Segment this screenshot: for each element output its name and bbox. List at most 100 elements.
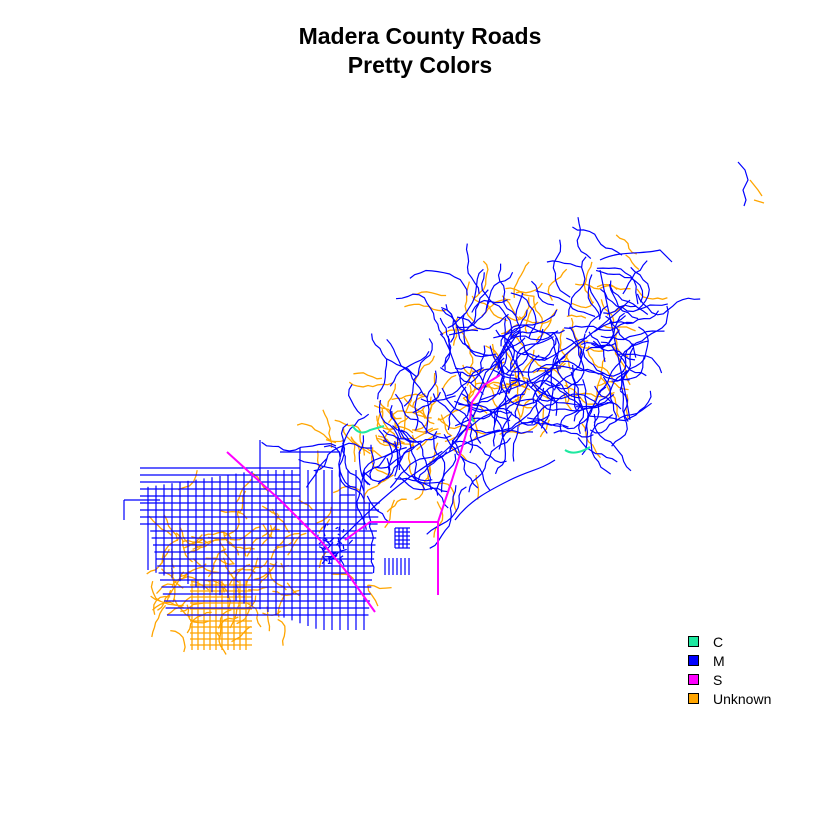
m-road-segment <box>530 379 583 411</box>
m-road-segment <box>636 293 701 316</box>
m-road-segment <box>470 345 486 384</box>
unknown-road-segment <box>367 584 379 607</box>
legend-item-s: S <box>688 670 771 689</box>
m-road-segment <box>737 161 749 207</box>
m-road-segment <box>588 331 606 363</box>
m-road-segment <box>535 290 596 318</box>
m-road-segment <box>593 315 626 333</box>
map-title-line-2: Pretty Colors <box>347 52 493 78</box>
unknown-road-segment <box>151 604 167 638</box>
m-road-segment <box>593 413 632 472</box>
unknown-road-segment <box>186 540 214 555</box>
unknown-road-segment <box>515 282 543 294</box>
unknown-road-segment <box>411 395 427 408</box>
unknown-road-segment <box>222 530 240 556</box>
m-road-segment <box>552 239 571 298</box>
m-road-segment <box>377 359 388 400</box>
unknown-road-segment <box>400 428 439 440</box>
m-road-segment <box>339 557 345 566</box>
m-road-segment <box>435 453 457 496</box>
unknown-road-segment <box>180 602 204 613</box>
unknown-road-segment <box>462 364 477 403</box>
unknown-road-segment <box>234 478 253 505</box>
m-road-segment <box>342 544 345 550</box>
m-road-segment <box>620 347 634 422</box>
unknown-road-segment <box>433 501 444 538</box>
m-road-segment <box>505 339 548 360</box>
m-road-segment <box>395 293 444 336</box>
m-road-segment <box>369 444 375 480</box>
m-road-segment <box>596 267 639 305</box>
legend-swatch-unknown <box>688 693 699 704</box>
m-roads-layer <box>123 161 749 630</box>
s-road-segment <box>344 521 439 595</box>
unknown-road-segment <box>564 380 570 405</box>
m-road-segment <box>378 429 393 474</box>
unknown-road-segment <box>566 314 587 319</box>
m-road-segment <box>456 300 491 329</box>
m-road-segment <box>498 414 550 450</box>
unknown-road-segment <box>377 435 399 449</box>
m-road-segment <box>326 523 330 526</box>
unknown-road-segment <box>440 327 481 335</box>
unknown-road-segment <box>322 409 333 448</box>
unknown-road-segment <box>625 254 640 270</box>
m-road-segment <box>589 390 652 422</box>
unknown-road-segment <box>334 419 362 432</box>
unknown-road-segment <box>571 301 595 309</box>
m-road-segment <box>515 336 554 377</box>
m-road-segment <box>573 401 614 422</box>
m-road-segment <box>531 393 567 425</box>
m-road-segment <box>486 271 514 309</box>
unknown-road-segment <box>474 382 499 409</box>
s-road-segment <box>226 451 376 613</box>
m-road-segment <box>532 337 588 361</box>
unknown-road-segment <box>325 438 346 443</box>
unknown-road-segment <box>208 579 227 588</box>
unknown-road-segment <box>513 261 530 298</box>
s-roads-layer <box>226 374 501 613</box>
unknown-road-segment <box>535 308 558 343</box>
m-road-segment <box>371 333 418 378</box>
unknown-road-segment <box>404 303 448 312</box>
unknown-road-segment <box>384 499 396 529</box>
unknown-road-segment <box>413 427 434 433</box>
unknown-road-segment <box>359 431 366 456</box>
map-title-line-1: Madera County Roads <box>298 23 542 49</box>
unknown-road-segment <box>182 539 203 543</box>
unknown-road-segment <box>562 392 573 411</box>
m-road-segment <box>589 402 652 434</box>
unknown-road-segment <box>376 415 410 431</box>
unknown-road-segment <box>186 611 212 634</box>
unknown-road-segment <box>518 316 553 325</box>
legend-swatch-c <box>688 636 699 647</box>
m-road-segment <box>493 393 525 425</box>
m-road-segment <box>409 269 468 296</box>
unknown-road-segment <box>615 234 638 255</box>
m-road-segment <box>318 546 326 551</box>
m-road-segment <box>321 547 325 554</box>
unknown-road-segment <box>570 317 582 356</box>
m-road-segment <box>454 394 518 427</box>
m-road-segment <box>394 477 449 509</box>
m-road-segment <box>305 457 328 488</box>
unknown-road-segment <box>348 381 393 388</box>
m-road-segment <box>339 429 501 541</box>
m-road-segment <box>584 305 608 334</box>
unknown-road-segment <box>412 291 447 297</box>
m-road-segment <box>498 360 505 396</box>
s-road-segment <box>437 374 501 523</box>
m-road-segment <box>514 379 529 419</box>
m-road-segment <box>611 390 629 447</box>
m-road-segment <box>504 318 521 387</box>
m-road-segment <box>389 405 402 439</box>
m-road-segment <box>600 330 665 341</box>
legend-swatch-s <box>688 674 699 685</box>
m-road-segment <box>474 429 534 434</box>
m-road-segment <box>335 526 339 530</box>
m-road-segment <box>511 330 561 365</box>
unknown-road-segment <box>564 384 598 405</box>
unknown-road-segment <box>170 629 186 653</box>
m-road-segment <box>337 544 342 551</box>
unknown-road-segment <box>270 537 295 560</box>
